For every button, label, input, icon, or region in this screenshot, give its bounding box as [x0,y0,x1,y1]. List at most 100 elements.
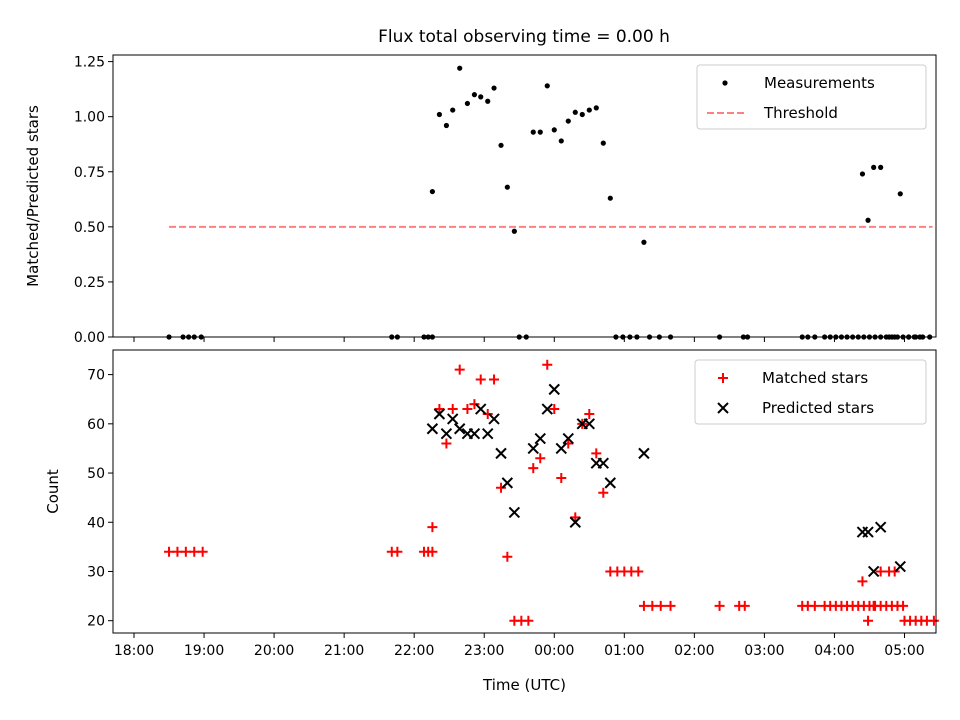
y-axis-label: Count [44,469,62,514]
x-tick-label: 19:00 [184,643,224,659]
data-point [859,171,866,177]
x-tick-label: 03:00 [744,643,784,659]
data-point [468,427,481,440]
data-point [889,566,900,577]
data-point [464,100,471,107]
data-point [867,565,880,578]
legend: Measurements Threshold [696,64,927,130]
series-matched-stars [164,359,939,626]
series-predicted-stars [426,383,906,578]
data-point [197,546,208,557]
y-tick-label: 0.75 [74,165,105,181]
data-point [541,403,553,415]
data-point [504,184,510,190]
data-point [597,457,610,469]
data-point [491,85,497,91]
data-point [875,566,886,577]
y-tick-label: 1.00 [74,110,105,126]
data-point [443,122,450,129]
y-tick-label: 70 [87,368,105,384]
chart-title: Flux total observing time = 0.00 h [378,27,670,47]
legend-marker [717,402,729,414]
data-point [523,615,534,626]
data-point [586,107,592,113]
legend-label: Predicted stars [762,399,874,417]
plot-frame [112,349,937,634]
data-point [508,506,521,519]
data-point [868,600,879,611]
data-point [447,404,458,415]
legend-marker [718,373,728,383]
data-point [454,364,465,375]
data-point [556,472,567,483]
legend-box [696,64,927,130]
y-tick-label: 30 [87,564,105,580]
data-point [469,399,480,410]
data-point [862,526,874,538]
data-point [457,65,463,71]
data-point [604,477,617,489]
x-tick-label: 22:00 [394,643,434,659]
data-point [598,487,609,498]
y-axis-label: Matched/Predicted stars [24,105,42,287]
data-point [527,442,539,455]
data-point [429,188,435,195]
legend-label: Measurements [764,74,875,92]
data-point [591,448,602,459]
x-tick-label: 02:00 [674,643,714,659]
y-tick-label: 60 [87,417,105,433]
y-tick-label: 0.00 [74,330,105,346]
legend-label: Threshold [763,104,838,122]
data-point [563,438,574,449]
data-point [865,217,871,223]
data-point [863,615,874,626]
data-point [894,560,906,573]
data-point [739,600,750,611]
data-point [454,423,466,435]
top-panel: 0.00 0.25 0.50 0.75 1.00 1.25 Matched/Predicte… [24,54,937,346]
data-point [489,374,500,385]
data-point [548,383,560,396]
data-point [436,111,442,118]
data-point [633,566,644,577]
data-point [427,546,438,557]
data-point [544,83,550,89]
data-point [475,374,486,385]
plot-frame [112,54,937,338]
legend-box [694,359,927,425]
data-point [565,118,571,124]
data-point [898,600,909,611]
data-point [897,191,903,197]
x-tick-label: 00:00 [534,643,574,659]
data-point [530,129,536,135]
x-tick-label: 04:00 [814,643,854,659]
data-point [549,404,560,415]
data-point [569,516,581,528]
y-tick-label: 40 [87,515,105,531]
y-tick-label: 20 [87,614,105,630]
data-point [482,427,494,440]
data-point [392,546,403,557]
data-point [427,522,438,533]
data-point [426,423,439,435]
data-point [871,164,877,170]
data-point [551,127,557,133]
data-point [583,418,595,430]
data-point [537,129,543,135]
bottom-panel: 20 30 40 50 60 70 18:00 19:00 20:00 21:00 22:00 23:… [44,349,939,694]
legend: Matched stars Predicted stars [694,359,927,425]
data-point [172,546,183,557]
data-point [928,615,939,626]
x-tick-label: 23:00 [464,643,504,659]
data-point [593,105,599,111]
data-point [189,546,200,557]
data-point [446,413,459,425]
data-point [478,94,484,100]
data-point [475,403,487,415]
y-tick-label: 0.25 [74,275,105,291]
data-point [450,107,456,113]
x-tick-label: 20:00 [254,643,294,659]
data-point [857,576,868,587]
data-point [874,521,887,533]
